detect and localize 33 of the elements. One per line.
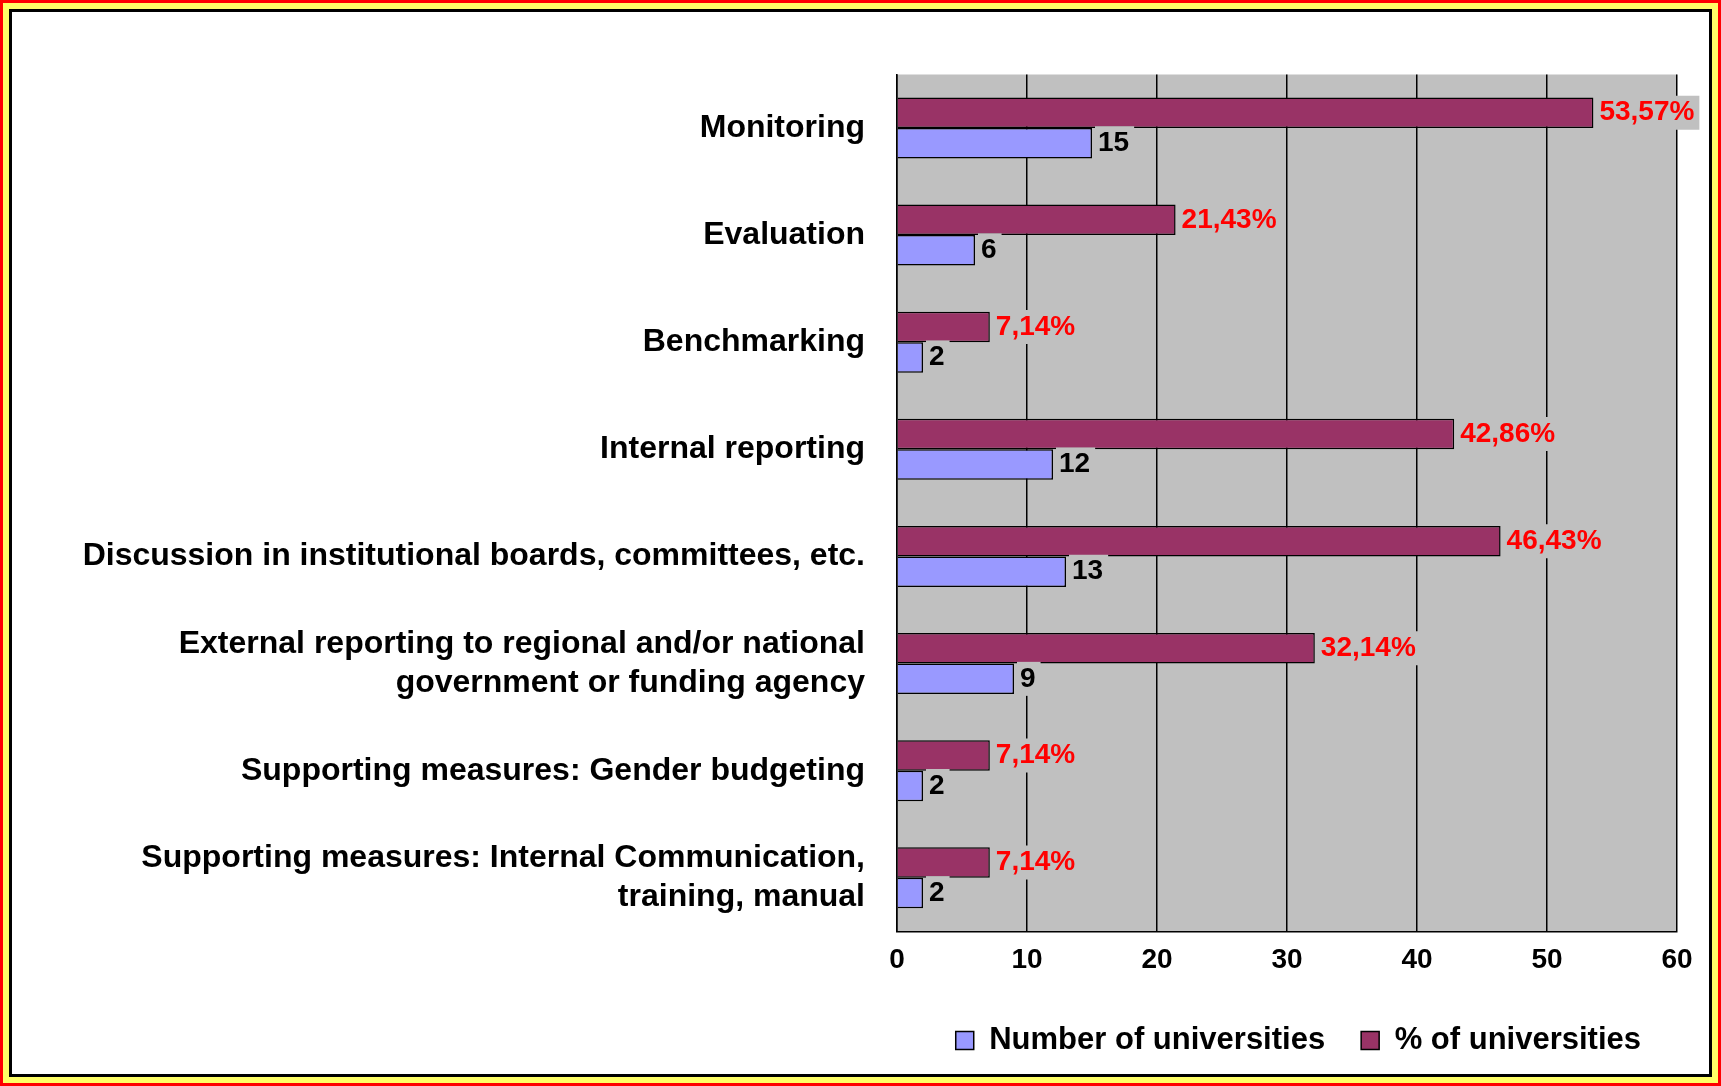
data-label: 46,43% <box>1506 523 1602 555</box>
x-tick-label: 50 <box>1531 942 1563 974</box>
data-label: 6 <box>981 233 997 265</box>
data-label: 53,57% <box>1599 95 1695 127</box>
data-label: 7,14% <box>995 738 1076 770</box>
y-tick-label: Supporting measures: Internal Communication, training, manual <box>141 838 865 913</box>
data-label: 21,43% <box>1181 202 1277 234</box>
y-tick-label: Evaluation <box>703 214 865 251</box>
x-tick-label: 60 <box>1661 942 1693 974</box>
y-tick-label: Monitoring <box>699 107 865 144</box>
data-label: 15 <box>1098 125 1130 157</box>
data-label: 2 <box>929 875 945 907</box>
data-label: 2 <box>929 340 945 372</box>
y-tick-label: Supporting measures: Gender budgeting <box>240 750 865 787</box>
data-label: 13 <box>1072 554 1104 586</box>
data-label: 42,86% <box>1460 416 1556 448</box>
x-tick-label: 30 <box>1271 942 1303 974</box>
data-label: 32,14% <box>1320 631 1416 663</box>
data-label: 2 <box>929 768 945 800</box>
y-tick-label: Benchmarking <box>642 322 865 359</box>
data-label: 12 <box>1059 447 1091 479</box>
x-tick-label: 20 <box>1141 942 1173 974</box>
data-label: 7,14% <box>995 845 1076 877</box>
y-tick-label: Discussion in institutional boards, committees, etc. <box>82 536 865 573</box>
x-tick-label: 40 <box>1401 942 1433 974</box>
legend-label: Number of universities <box>989 1021 1326 1057</box>
legend-label: % of universities <box>1394 1021 1642 1057</box>
y-tick-label: Internal reporting <box>600 429 865 466</box>
y-tick-label: External reporting to regional and/or national government or funding agency <box>178 624 866 699</box>
x-tick-label: 0 <box>889 942 905 974</box>
data-label: 9 <box>1020 661 1036 693</box>
data-label: 7,14% <box>995 309 1076 341</box>
x-tick-label: 10 <box>1011 942 1043 974</box>
